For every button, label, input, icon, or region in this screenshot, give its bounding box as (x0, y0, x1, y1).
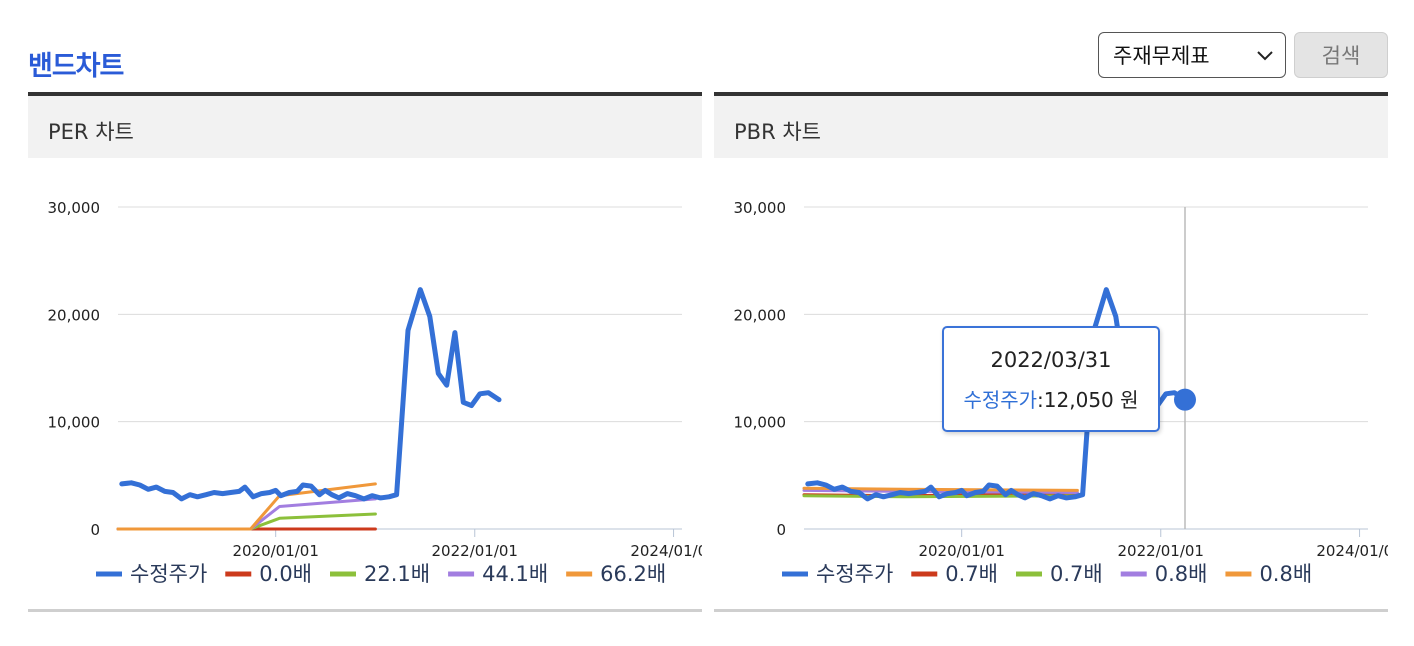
legend-label: 수정주가 (816, 562, 893, 586)
chart-tooltip: 2022/03/31 수정주가:12,050 원 (942, 326, 1160, 432)
legend-label: 0.8배 (1259, 562, 1312, 586)
legend-label: 22.1배 (364, 562, 430, 586)
y-tick-label: 0 (776, 521, 786, 539)
y-tick-label: 10,000 (48, 414, 101, 432)
y-tick-label: 10,000 (734, 414, 787, 432)
y-tick-label: 20,000 (734, 306, 787, 324)
pbr-chart-title: PBR 차트 (734, 120, 821, 144)
per-chart-panel: PER 차트 0 10,000 20,000 30,000 2020/01/01 2022… (28, 92, 702, 612)
pbr-chart-panel: PBR 차트 0 10,000 20,000 30,000 2020/01/01 2022… (714, 92, 1388, 612)
legend-label: 0.7배 (1050, 562, 1103, 586)
x-tick-label: 2020/01/01 (918, 542, 1004, 560)
per-chart-header: PER 차트 (28, 92, 702, 158)
tooltip-date: 2022/03/31 (990, 348, 1112, 372)
series-line-band (116, 497, 377, 531)
legend-label: 0.7배 (945, 562, 998, 586)
tooltip-label: 수정주가 (963, 388, 1038, 412)
select-value: 주재무제표 (1113, 44, 1210, 68)
x-tick-label: 2024/01/01 (630, 542, 702, 560)
panel-bottom-border (28, 609, 702, 612)
legend-label: 수정주가 (130, 562, 207, 586)
x-tick-label: 2024/01/01 (1316, 542, 1388, 560)
y-tick-label: 30,000 (734, 199, 787, 217)
legend-label: 66.2배 (600, 562, 666, 586)
tooltip-value: 12,050 원 (1043, 388, 1139, 412)
page-title: 밴드차트 (28, 51, 124, 82)
legend-label: 0.8배 (1155, 562, 1208, 586)
x-tick-label: 2022/01/01 (1118, 542, 1204, 560)
series-line-price (119, 287, 502, 502)
panel-bottom-border (714, 609, 1388, 612)
tooltip-value-line: 수정주가:12,050 원 (963, 388, 1139, 412)
x-tick-label: 2020/01/01 (232, 542, 318, 560)
legend-label: 44.1배 (482, 562, 548, 586)
y-tick-label: 20,000 (48, 306, 101, 324)
x-tick-label: 2022/01/01 (432, 542, 518, 560)
pbr-chart-header: PBR 차트 (714, 92, 1388, 158)
highlight-point (1173, 388, 1196, 411)
series-line-band (116, 512, 377, 531)
y-tick-label: 30,000 (48, 199, 101, 217)
y-tick-label: 0 (90, 521, 100, 539)
legend-label: 0.0배 (259, 562, 312, 586)
chevron-down-icon (1257, 51, 1273, 61)
statement-type-select[interactable]: 주재무제표 (1098, 32, 1286, 78)
pbr-chart: 0 10,000 20,000 30,000 2020/01/01 2022/01/01 2… (734, 199, 1389, 586)
per-chart-title: PER 차트 (48, 120, 134, 144)
search-button[interactable]: 검색 (1294, 32, 1388, 78)
